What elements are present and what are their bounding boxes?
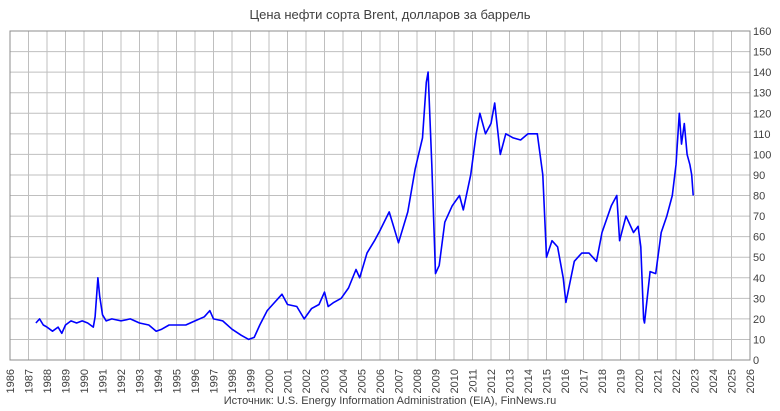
x-tick-label: 1986 [5, 369, 17, 393]
x-tick-label: 1997 [209, 369, 221, 393]
x-tick-label: 2020 [634, 369, 646, 393]
x-tick-label: 1989 [61, 369, 73, 393]
x-tick-label: 2010 [449, 369, 461, 393]
y-tick-label: 40 [753, 273, 765, 285]
y-tick-label: 70 [753, 211, 765, 223]
series-line-brent [35, 71, 694, 341]
x-tick-label: 2017 [579, 369, 591, 393]
x-tick-label: 2001 [283, 369, 295, 393]
x-tick-label: 1998 [227, 369, 239, 393]
x-tick-label: 2012 [486, 369, 498, 393]
y-tick-label: 110 [753, 129, 771, 141]
x-tick-label: 2014 [523, 369, 535, 393]
x-tick-label: 2004 [338, 369, 350, 393]
y-tick-label: 100 [753, 149, 771, 161]
grid [9, 30, 751, 361]
y-tick-label: 150 [753, 47, 771, 59]
x-tick-label: 1995 [172, 369, 184, 393]
plot-area-frame [9, 30, 751, 361]
x-tick-label: 2025 [727, 369, 739, 393]
x-tick-label: 2026 [745, 369, 757, 393]
y-tick-label: 20 [753, 314, 765, 326]
x-tick-label: 2021 [653, 369, 665, 393]
x-tick-label: 2008 [412, 369, 424, 393]
x-tick-label: 1996 [190, 369, 202, 393]
x-tick-label: 2016 [560, 369, 572, 393]
x-tick-label: 1990 [79, 369, 91, 393]
x-tick-label: 2003 [320, 369, 332, 393]
x-tick-label: 2013 [505, 369, 517, 393]
x-tick-label: 1987 [24, 369, 36, 393]
x-tick-label: 2006 [375, 369, 387, 393]
x-tick-label: 2018 [597, 369, 609, 393]
y-tick-label: 90 [753, 170, 765, 182]
x-tick-label: 2002 [301, 369, 313, 393]
x-tick-label: 1993 [135, 369, 147, 393]
x-tick-label: 2019 [616, 369, 628, 393]
x-tick-label: 1991 [98, 369, 110, 393]
x-axis-tick-labels: 1986 1987 1988 1989 1990 1991 1992 1993 1994 1995… [5, 369, 757, 393]
x-tick-label: 2000 [264, 369, 276, 393]
x-tick-label: 2023 [690, 369, 702, 393]
y-tick-label: 0 [753, 355, 759, 367]
x-tick-label: 2022 [671, 369, 683, 393]
x-tick-label: 1999 [246, 369, 258, 393]
x-tick-label: 1988 [42, 369, 54, 393]
y-tick-label: 120 [753, 108, 771, 120]
x-tick-label: 2011 [468, 369, 480, 393]
y-tick-label: 60 [753, 232, 765, 244]
series-layer [35, 71, 694, 341]
x-tick-label: 1994 [153, 369, 165, 393]
y-tick-label: 80 [753, 191, 765, 203]
x-tick-label: 1992 [116, 369, 128, 393]
chart-title: Цена нефти сорта Brent, долларов за барр… [250, 7, 531, 22]
x-tick-label: 2005 [357, 369, 369, 393]
source-note: Источник: U.S. Energy Information Admini… [224, 395, 556, 407]
x-tick-label: 2007 [394, 369, 406, 393]
y-tick-label: 10 [753, 334, 765, 346]
y-tick-label: 30 [753, 293, 765, 305]
y-tick-label: 140 [753, 67, 771, 79]
x-tick-label: 2024 [708, 369, 720, 393]
y-tick-label: 50 [753, 252, 765, 264]
y-tick-label: 130 [753, 88, 771, 100]
y-axis-tick-labels: 0 10 20 30 40 50 60 70 80 90 100 110 120 130 140 150 160 [753, 26, 771, 367]
y-tick-label: 160 [753, 26, 771, 38]
x-tick-label: 2009 [431, 369, 443, 393]
x-tick-label: 2015 [542, 369, 554, 393]
